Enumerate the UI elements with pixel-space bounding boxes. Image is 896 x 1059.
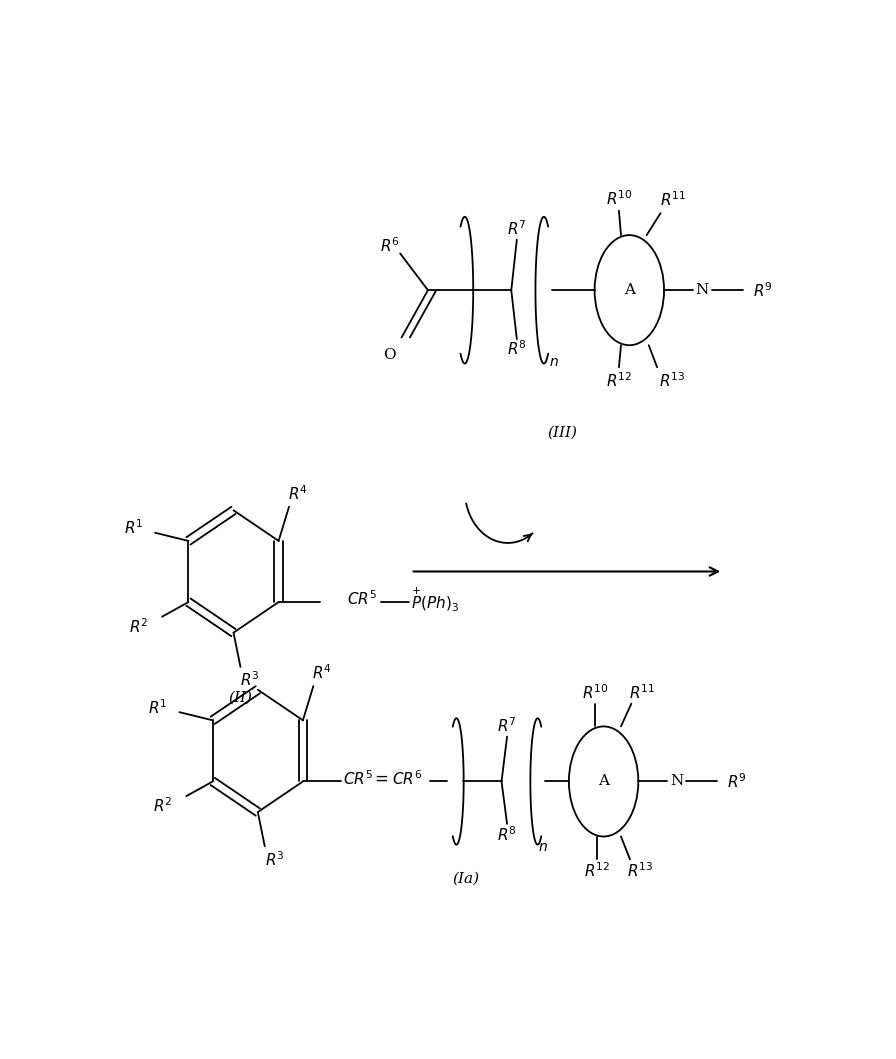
Text: $R^7$: $R^7$ [507,219,527,238]
Text: $n$: $n$ [549,355,559,369]
Text: $n$: $n$ [538,840,547,854]
Text: $CR^5$: $CR^5$ [347,590,377,608]
Text: (III): (III) [547,426,577,439]
Text: (Ia): (Ia) [452,872,479,886]
Text: (II): (II) [228,690,253,705]
Text: $R^2$: $R^2$ [153,796,172,815]
Text: $R^8$: $R^8$ [497,825,517,844]
Text: $R^4$: $R^4$ [313,664,332,682]
Text: N: N [670,774,683,789]
Text: $R^{13}$: $R^{13}$ [626,861,653,880]
Text: $R^9$: $R^9$ [728,772,747,791]
Text: $=$: $=$ [371,770,388,787]
Text: $R^7$: $R^7$ [497,717,517,735]
Text: $R^3$: $R^3$ [264,850,284,868]
Text: $R^1$: $R^1$ [124,519,143,537]
Text: $R^{10}$: $R^{10}$ [606,190,633,208]
Text: A: A [624,283,635,298]
Text: $R^3$: $R^3$ [240,670,260,689]
Text: $\overset{+}{P}(Ph)_3$: $\overset{+}{P}(Ph)_3$ [410,586,459,614]
Text: $R^{11}$: $R^{11}$ [629,683,655,701]
Text: $R^9$: $R^9$ [753,281,772,300]
Text: $CR^5$: $CR^5$ [343,769,374,788]
Text: $R^{11}$: $R^{11}$ [660,191,686,210]
Text: $R^{13}$: $R^{13}$ [659,371,685,390]
Text: $R^{10}$: $R^{10}$ [582,683,608,701]
Text: N: N [695,283,709,298]
Text: $R^6$: $R^6$ [380,236,400,254]
Text: $R^{12}$: $R^{12}$ [606,371,632,390]
Text: $R^2$: $R^2$ [129,617,148,635]
Text: $R^{12}$: $R^{12}$ [583,861,610,880]
Text: $R^4$: $R^4$ [289,484,308,503]
Text: $R^1$: $R^1$ [148,698,168,717]
Text: $CR^6$: $CR^6$ [392,769,422,788]
Text: O: O [383,348,395,362]
Text: $R^8$: $R^8$ [507,340,527,358]
Text: A: A [599,774,609,789]
